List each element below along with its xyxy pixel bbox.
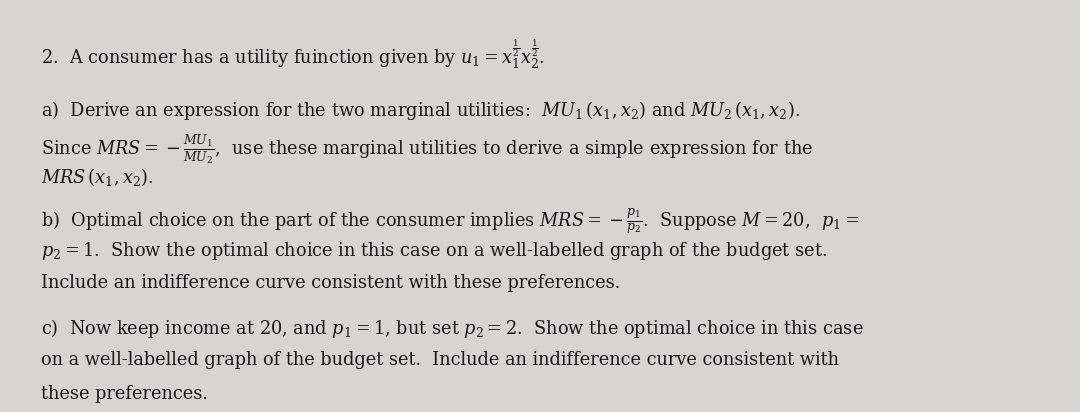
Text: $p_2 = 1$.  Show the optimal choice in this case on a well-labelled graph of the: $p_2 = 1$. Show the optimal choice in th…: [41, 240, 827, 262]
Text: 2.  A consumer has a utility fuinction given by $u_1 = x_1^{\frac{1}{2}} x_2^{\f: 2. A consumer has a utility fuinction gi…: [41, 37, 544, 71]
Text: Include an indifference curve consistent with these preferences.: Include an indifference curve consistent…: [41, 274, 620, 292]
Text: on a well-labelled graph of the budget set.  Include an indifference curve consi: on a well-labelled graph of the budget s…: [41, 351, 839, 369]
Text: Since $MRS = -\frac{MU_1}{MU_2}$,  use these marginal utilities to derive a simp: Since $MRS = -\frac{MU_1}{MU_2}$, use th…: [41, 133, 813, 166]
Text: a)  Derive an expression for the two marginal utilities:  $MU_1\,(x_1, x_2)$ and: a) Derive an expression for the two marg…: [41, 99, 800, 122]
Text: c)  Now keep income at 20, and $p_1 = 1$, but set $p_2 = 2$.  Show the optimal c: c) Now keep income at 20, and $p_1 = 1$,…: [41, 317, 864, 340]
Text: these preferences.: these preferences.: [41, 385, 208, 403]
Text: b)  Optimal choice on the part of the consumer implies $MRS = -\frac{p_1}{p_2}$.: b) Optimal choice on the part of the con…: [41, 206, 860, 236]
Text: $MRS\,(x_1, x_2)$.: $MRS\,(x_1, x_2)$.: [41, 166, 153, 188]
